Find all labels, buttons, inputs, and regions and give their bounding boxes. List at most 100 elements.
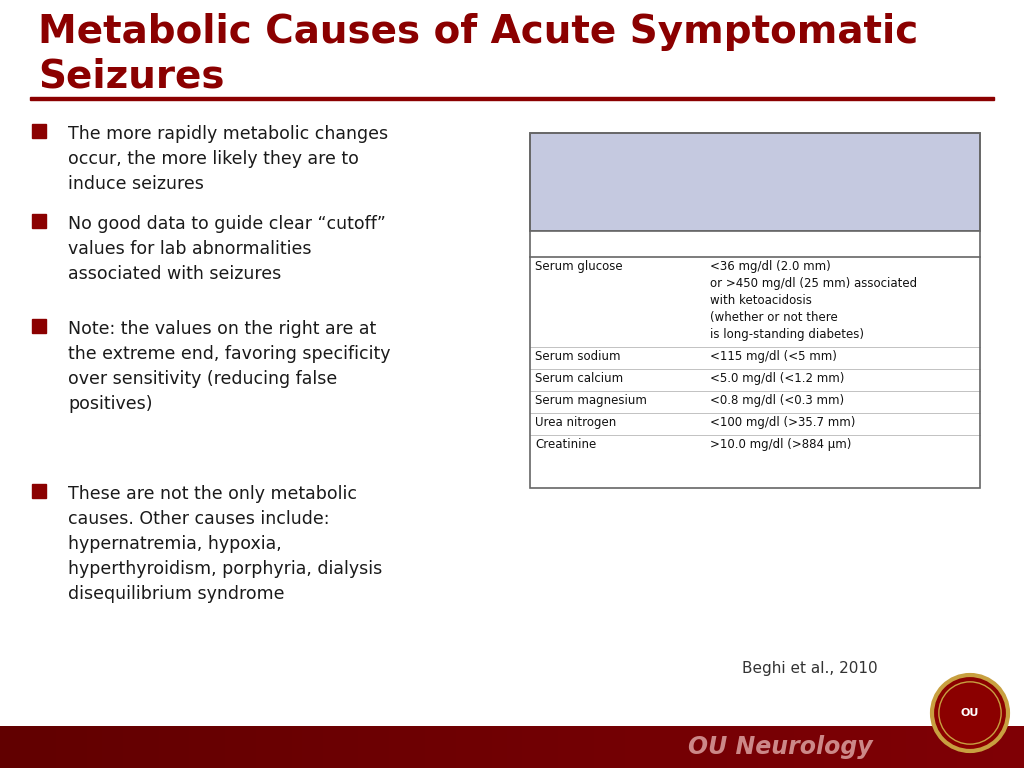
Bar: [312, 726, 317, 768]
Bar: [307, 726, 312, 768]
Bar: [328, 726, 333, 768]
Bar: [148, 726, 154, 768]
Text: Note: the values on the right are at
the extreme end, favoring specificity
over : Note: the values on the right are at the…: [68, 320, 390, 413]
Bar: [530, 347, 980, 369]
Bar: [287, 726, 292, 768]
Bar: [553, 726, 558, 768]
Bar: [256, 726, 261, 768]
Bar: [758, 726, 763, 768]
Bar: [527, 726, 532, 768]
Bar: [82, 726, 87, 768]
Bar: [1019, 726, 1024, 768]
Bar: [466, 726, 471, 768]
Bar: [742, 726, 748, 768]
Bar: [604, 726, 609, 768]
Bar: [276, 726, 282, 768]
Bar: [31, 726, 36, 768]
Bar: [881, 726, 886, 768]
Text: <5.0 mg/dl (<1.2 mm): <5.0 mg/dl (<1.2 mm): [710, 372, 845, 385]
Bar: [225, 726, 230, 768]
Bar: [824, 726, 829, 768]
Bar: [384, 726, 389, 768]
Bar: [102, 726, 108, 768]
Bar: [799, 726, 804, 768]
Bar: [379, 726, 384, 768]
Bar: [543, 726, 548, 768]
Bar: [246, 726, 251, 768]
Bar: [737, 726, 742, 768]
Bar: [809, 726, 814, 768]
Bar: [420, 726, 425, 768]
Bar: [138, 726, 143, 768]
Bar: [271, 726, 276, 768]
Text: Creatinine: Creatinine: [535, 438, 596, 451]
Bar: [870, 726, 876, 768]
Bar: [143, 726, 148, 768]
Bar: [164, 726, 169, 768]
Bar: [451, 726, 456, 768]
Bar: [763, 726, 768, 768]
Bar: [691, 726, 696, 768]
Text: <36 mg/dl (2.0 mm)
or >450 mg/dl (25 mm) associated
with ketoacidosis
(whether o: <36 mg/dl (2.0 mm) or >450 mg/dl (25 mm)…: [710, 260, 918, 341]
Bar: [348, 726, 353, 768]
Bar: [671, 726, 676, 768]
Bar: [230, 726, 236, 768]
Bar: [410, 726, 415, 768]
Bar: [32, 484, 46, 498]
Bar: [30, 97, 994, 100]
Bar: [609, 726, 614, 768]
Bar: [113, 726, 118, 768]
Bar: [522, 726, 527, 768]
Bar: [399, 726, 404, 768]
Bar: [530, 391, 980, 413]
Bar: [530, 133, 980, 488]
Bar: [0, 726, 5, 768]
Bar: [471, 726, 476, 768]
Bar: [369, 726, 374, 768]
Bar: [502, 726, 507, 768]
Bar: [461, 726, 466, 768]
Bar: [77, 726, 82, 768]
Bar: [32, 319, 46, 333]
Bar: [10, 726, 15, 768]
Text: The more rapidly metabolic changes
occur, the more likely they are to
induce sei: The more rapidly metabolic changes occur…: [68, 125, 388, 193]
Bar: [573, 726, 579, 768]
Text: Biochemical parameter: Biochemical parameter: [535, 234, 681, 247]
Bar: [195, 726, 200, 768]
Text: <100 mg/dl (>35.7 mm): <100 mg/dl (>35.7 mm): [710, 416, 855, 429]
Bar: [404, 726, 410, 768]
Bar: [415, 726, 420, 768]
Bar: [210, 726, 215, 768]
Bar: [701, 726, 707, 768]
Bar: [236, 726, 241, 768]
Bar: [440, 726, 445, 768]
Bar: [302, 726, 307, 768]
Bar: [963, 726, 968, 768]
Bar: [61, 726, 67, 768]
Bar: [927, 726, 932, 768]
Bar: [845, 726, 850, 768]
Bar: [169, 726, 174, 768]
Bar: [266, 726, 271, 768]
Bar: [530, 413, 980, 435]
Text: Seizures: Seizures: [38, 58, 224, 96]
Bar: [154, 726, 159, 768]
Bar: [492, 726, 497, 768]
Bar: [957, 726, 963, 768]
Bar: [865, 726, 870, 768]
Bar: [517, 726, 522, 768]
Bar: [67, 726, 72, 768]
Bar: [241, 726, 246, 768]
Bar: [297, 726, 302, 768]
Bar: [133, 726, 138, 768]
Bar: [676, 726, 681, 768]
Bar: [814, 726, 819, 768]
Bar: [200, 726, 205, 768]
Bar: [1009, 726, 1014, 768]
Bar: [507, 726, 512, 768]
Text: <115 mg/dl (<5 mm): <115 mg/dl (<5 mm): [710, 350, 837, 363]
Bar: [530, 369, 980, 391]
Bar: [932, 726, 937, 768]
Bar: [5, 726, 10, 768]
Bar: [445, 726, 451, 768]
